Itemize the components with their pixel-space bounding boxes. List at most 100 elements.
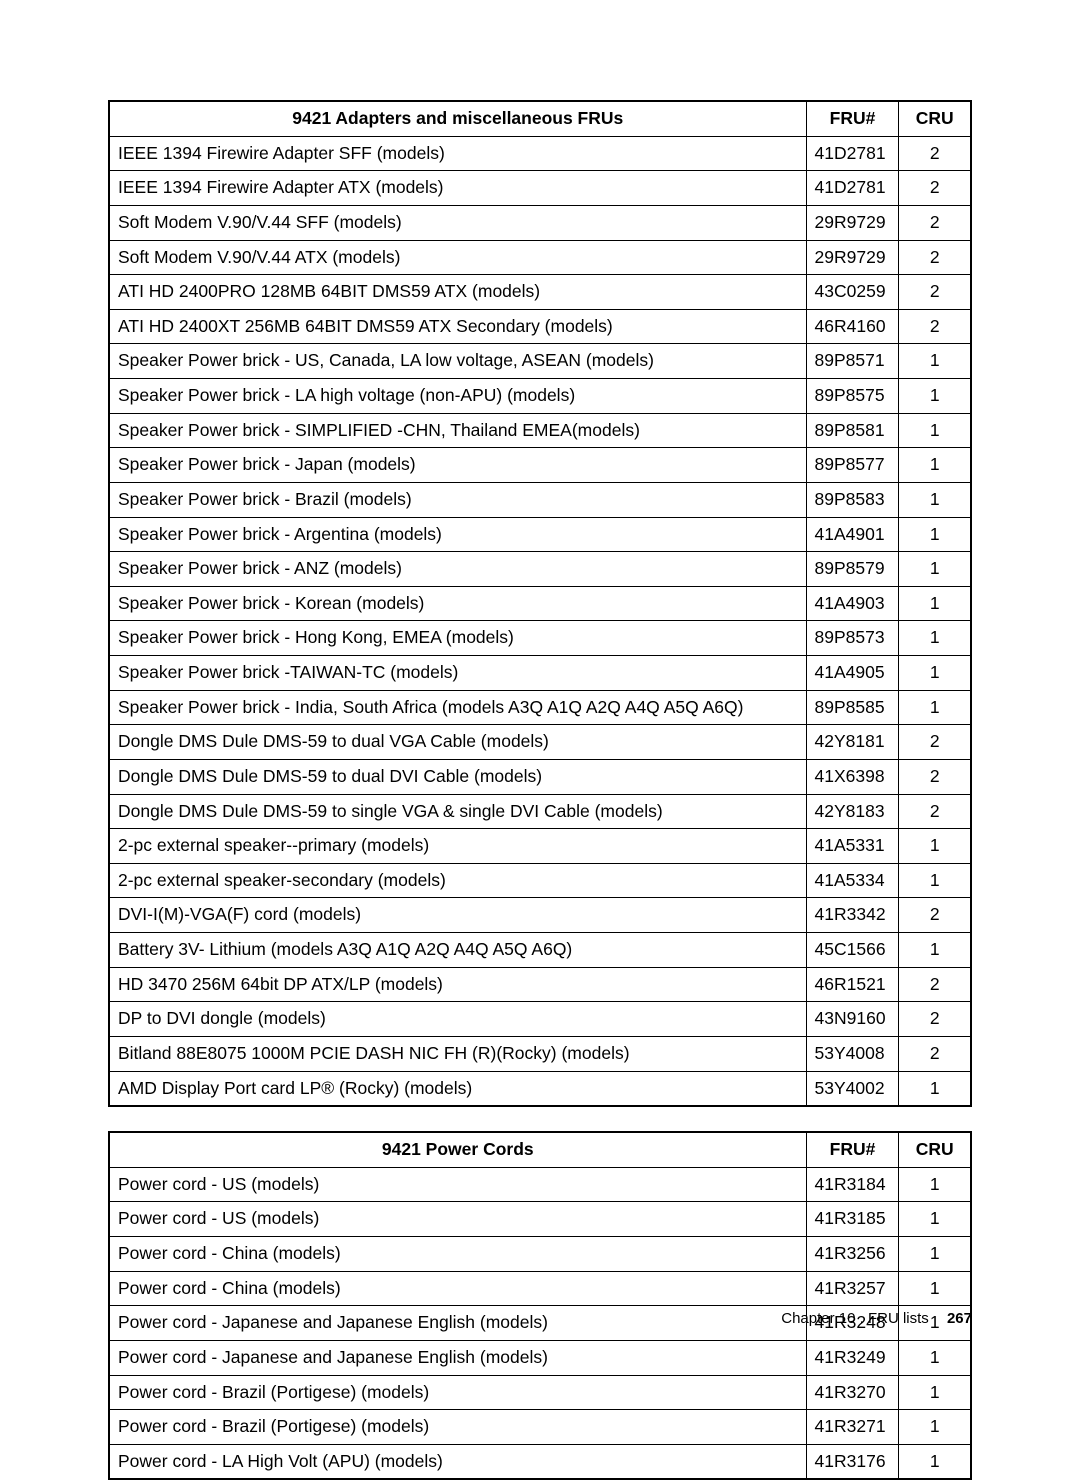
cell-fru-number: 41R3271	[806, 1410, 899, 1445]
power-cords-table: 9421 Power Cords FRU# CRU Power cord - U…	[108, 1131, 972, 1480]
table-row: 2-pc external speaker--primary (models)4…	[109, 829, 971, 864]
cell-description: Power cord - Japanese and Japanese Engli…	[109, 1306, 806, 1341]
cell-cru: 1	[899, 1375, 971, 1410]
cell-cru: 1	[899, 690, 971, 725]
table-row: Speaker Power brick - ANZ (models)89P857…	[109, 552, 971, 587]
col-header-desc: 9421 Power Cords	[109, 1132, 806, 1167]
cell-cru: 2	[899, 794, 971, 829]
cell-cru: 1	[899, 413, 971, 448]
cell-description: Speaker Power brick - Korean (models)	[109, 586, 806, 621]
table-row: ATI HD 2400PRO 128MB 64BIT DMS59 ATX (mo…	[109, 275, 971, 310]
cell-description: Power cord - US (models)	[109, 1202, 806, 1237]
cell-fru-number: 42Y8183	[806, 794, 899, 829]
cell-fru-number: 41A5334	[806, 863, 899, 898]
page-footer: Chapter 10 . FRU lists 267	[781, 1310, 972, 1327]
table-row: Dongle DMS Dule DMS-59 to dual DVI Cable…	[109, 759, 971, 794]
cell-cru: 1	[899, 1444, 971, 1479]
cell-cru: 2	[899, 725, 971, 760]
table-row: Speaker Power brick -TAIWAN-TC (models)4…	[109, 656, 971, 691]
cell-fru-number: 41A4901	[806, 517, 899, 552]
cell-cru: 1	[899, 552, 971, 587]
cell-fru-number: 41R3342	[806, 898, 899, 933]
table-row: ATI HD 2400XT 256MB 64BIT DMS59 ATX Seco…	[109, 309, 971, 344]
cell-description: Speaker Power brick - Argentina (models)	[109, 517, 806, 552]
cell-description: 2-pc external speaker--primary (models)	[109, 829, 806, 864]
table-row: AMD Display Port card LP® (Rocky) (model…	[109, 1071, 971, 1106]
cell-description: ATI HD 2400PRO 128MB 64BIT DMS59 ATX (mo…	[109, 275, 806, 310]
cell-fru-number: 89P8573	[806, 621, 899, 656]
table-row: Power cord - Japanese and Japanese Engli…	[109, 1340, 971, 1375]
cell-description: IEEE 1394 Firewire Adapter SFF (models)	[109, 136, 806, 171]
cell-fru-number: 41A5331	[806, 829, 899, 864]
cell-description: ATI HD 2400XT 256MB 64BIT DMS59 ATX Seco…	[109, 309, 806, 344]
cell-description: Speaker Power brick - India, South Afric…	[109, 690, 806, 725]
table-row: Battery 3V- Lithium (models A3Q A1Q A2Q …	[109, 933, 971, 968]
cell-fru-number: 89P8577	[806, 448, 899, 483]
cell-fru-number: 43C0259	[806, 275, 899, 310]
cell-fru-number: 89P8581	[806, 413, 899, 448]
table-header-row: 9421 Power Cords FRU# CRU	[109, 1132, 971, 1167]
table-row: Speaker Power brick - SIMPLIFIED -CHN, T…	[109, 413, 971, 448]
cell-cru: 1	[899, 1271, 971, 1306]
table-row: 2-pc external speaker-secondary (models)…	[109, 863, 971, 898]
cell-description: Dongle DMS Dule DMS-59 to dual VGA Cable…	[109, 725, 806, 760]
cell-description: HD 3470 256M 64bit DP ATX/LP (models)	[109, 967, 806, 1002]
cell-description: Speaker Power brick - ANZ (models)	[109, 552, 806, 587]
cell-cru: 2	[899, 309, 971, 344]
col-header-cru: CRU	[899, 101, 971, 136]
cell-description: Dongle DMS Dule DMS-59 to single VGA & s…	[109, 794, 806, 829]
table-row: Soft Modem V.90/V.44 SFF (models)29R9729…	[109, 205, 971, 240]
cell-cru: 1	[899, 482, 971, 517]
table-row: Power cord - China (models)41R32561	[109, 1237, 971, 1272]
adapters-tbody: IEEE 1394 Firewire Adapter SFF (models)4…	[109, 136, 971, 1106]
cell-cru: 2	[899, 759, 971, 794]
cell-fru-number: 89P8579	[806, 552, 899, 587]
cell-description: Power cord - US (models)	[109, 1167, 806, 1202]
cell-fru-number: 46R4160	[806, 309, 899, 344]
cell-fru-number: 41R3256	[806, 1237, 899, 1272]
cell-fru-number: 41R3176	[806, 1444, 899, 1479]
cell-description: Power cord - Japanese and Japanese Engli…	[109, 1340, 806, 1375]
cell-description: Power cord - LA High Volt (APU) (models)	[109, 1444, 806, 1479]
cell-description: Battery 3V- Lithium (models A3Q A1Q A2Q …	[109, 933, 806, 968]
cell-cru: 1	[899, 1237, 971, 1272]
table-row: Power cord - Brazil (Portigese) (models)…	[109, 1375, 971, 1410]
page-content: 9421 Adapters and miscellaneous FRUs FRU…	[0, 0, 1080, 1480]
cell-fru-number: 43N9160	[806, 1002, 899, 1037]
cell-fru-number: 41R3270	[806, 1375, 899, 1410]
cell-fru-number: 29R9729	[806, 205, 899, 240]
table-row: Speaker Power brick - Hong Kong, EMEA (m…	[109, 621, 971, 656]
table-row: IEEE 1394 Firewire Adapter SFF (models)4…	[109, 136, 971, 171]
cell-fru-number: 89P8583	[806, 482, 899, 517]
cell-description: Speaker Power brick - Hong Kong, EMEA (m…	[109, 621, 806, 656]
cell-cru: 1	[899, 621, 971, 656]
table-row: Power cord - Brazil (Portigese) (models)…	[109, 1410, 971, 1445]
cell-cru: 2	[899, 136, 971, 171]
cell-fru-number: 41A4905	[806, 656, 899, 691]
cell-cru: 2	[899, 967, 971, 1002]
table-row: Speaker Power brick - Argentina (models)…	[109, 517, 971, 552]
cell-cru: 1	[899, 1410, 971, 1445]
cell-description: Dongle DMS Dule DMS-59 to dual DVI Cable…	[109, 759, 806, 794]
cell-cru: 1	[899, 379, 971, 414]
cell-cru: 1	[899, 586, 971, 621]
cell-fru-number: 41D2781	[806, 136, 899, 171]
cell-cru: 1	[899, 1167, 971, 1202]
cell-fru-number: 29R9729	[806, 240, 899, 275]
cell-fru-number: 89P8575	[806, 379, 899, 414]
cell-description: AMD Display Port card LP® (Rocky) (model…	[109, 1071, 806, 1106]
table-row: Speaker Power brick - India, South Afric…	[109, 690, 971, 725]
cell-fru-number: 41X6398	[806, 759, 899, 794]
cell-description: IEEE 1394 Firewire Adapter ATX (models)	[109, 171, 806, 206]
cell-cru: 2	[899, 898, 971, 933]
table-row: DVI-I(M)-VGA(F) cord (models)41R33422	[109, 898, 971, 933]
cell-cru: 1	[899, 448, 971, 483]
cell-fru-number: 89P8585	[806, 690, 899, 725]
cell-cru: 1	[899, 656, 971, 691]
cell-fru-number: 41R3185	[806, 1202, 899, 1237]
table-row: Speaker Power brick - US, Canada, LA low…	[109, 344, 971, 379]
table-row: Speaker Power brick - Japan (models)89P8…	[109, 448, 971, 483]
cell-description: 2-pc external speaker-secondary (models)	[109, 863, 806, 898]
cell-fru-number: 53Y4002	[806, 1071, 899, 1106]
cell-cru: 1	[899, 344, 971, 379]
